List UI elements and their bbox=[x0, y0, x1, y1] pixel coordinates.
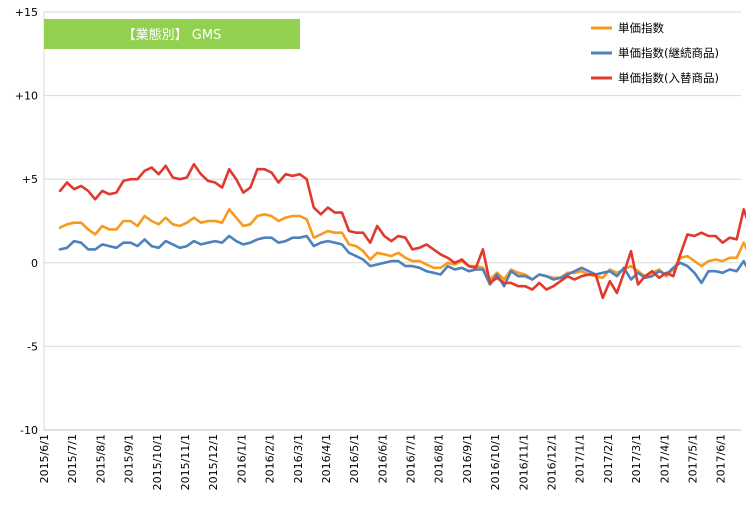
x-tick-label: 2016/10/1 bbox=[489, 434, 502, 490]
x-tick-label: 2017/1/1 bbox=[574, 434, 587, 483]
y-tick-label: +5 bbox=[22, 173, 38, 186]
chart-title: 【業態別】 GMS bbox=[123, 27, 222, 43]
chart-title-background bbox=[44, 19, 300, 49]
x-axis-tick-labels: 2015/6/1 2015/7/1 2015/8/1 2015/9/1 2015/10/… bbox=[38, 434, 728, 490]
series-line-2 bbox=[58, 162, 746, 300]
y-tick-label: 0 bbox=[31, 257, 38, 270]
x-tick-label: 2015/12/1 bbox=[207, 434, 220, 490]
x-tick-label: 2015/7/1 bbox=[66, 434, 79, 483]
y-tick-label: -5 bbox=[27, 340, 38, 353]
x-tick-label: 2016/9/1 bbox=[461, 434, 474, 483]
series-line-1 bbox=[58, 234, 746, 288]
y-tick-label: -10 bbox=[20, 424, 38, 437]
y-tick-label: +15 bbox=[15, 6, 38, 19]
gridlines bbox=[43, 11, 741, 431]
x-tick-label: 2016/2/1 bbox=[264, 434, 277, 483]
y-axis-tick-labels: +15 +10 +5 0 -5 -10 bbox=[15, 6, 38, 437]
x-tick-label: 2016/1/1 bbox=[235, 434, 248, 483]
series-line-0 bbox=[58, 208, 746, 281]
x-tick-label: 2017/3/1 bbox=[630, 434, 643, 483]
x-tick-label: 2015/10/1 bbox=[151, 434, 164, 490]
x-tick-label: 2016/4/1 bbox=[320, 434, 333, 483]
y-tick-label: +10 bbox=[15, 90, 38, 103]
legend-label-2: 単価指数(入替商品) bbox=[618, 71, 719, 85]
x-tick-label: 2015/6/1 bbox=[38, 434, 51, 483]
x-tick-label: 2016/3/1 bbox=[292, 434, 305, 483]
chart-title-box: 【業態別】 GMS bbox=[44, 19, 300, 49]
x-tick-label: 2017/5/1 bbox=[687, 434, 700, 483]
x-tick-label: 2017/2/1 bbox=[602, 434, 615, 483]
x-tick-label: 2017/4/1 bbox=[658, 434, 671, 483]
x-tick-label: 2016/12/1 bbox=[546, 434, 559, 490]
legend-label-1: 単価指数(継続商品) bbox=[618, 46, 719, 60]
series-lines bbox=[58, 162, 746, 300]
x-tick-label: 2016/7/1 bbox=[405, 434, 418, 483]
x-tick-label: 2015/9/1 bbox=[123, 434, 136, 483]
x-tick-label: 2017/6/1 bbox=[715, 434, 728, 483]
legend-label-0: 単価指数 bbox=[618, 21, 664, 35]
x-tick-label: 2016/11/1 bbox=[517, 434, 530, 490]
x-tick-label: 2016/8/1 bbox=[433, 434, 446, 483]
x-tick-label: 2016/5/1 bbox=[348, 434, 361, 483]
x-tick-label: 2015/8/1 bbox=[94, 434, 107, 483]
x-tick-label: 2015/11/1 bbox=[179, 434, 192, 490]
x-tick-label: 2016/6/1 bbox=[376, 434, 389, 483]
